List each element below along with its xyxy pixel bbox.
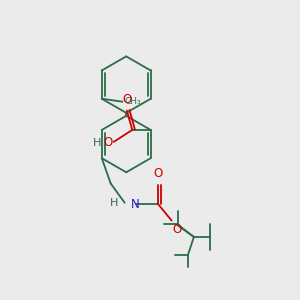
Text: N: N (130, 198, 139, 211)
Text: O: O (122, 93, 131, 106)
Text: O: O (173, 223, 182, 236)
Text: H: H (93, 138, 101, 148)
Text: CH₃: CH₃ (124, 97, 141, 106)
Text: O: O (154, 167, 163, 180)
Text: O: O (103, 136, 112, 149)
Text: H: H (110, 198, 119, 208)
